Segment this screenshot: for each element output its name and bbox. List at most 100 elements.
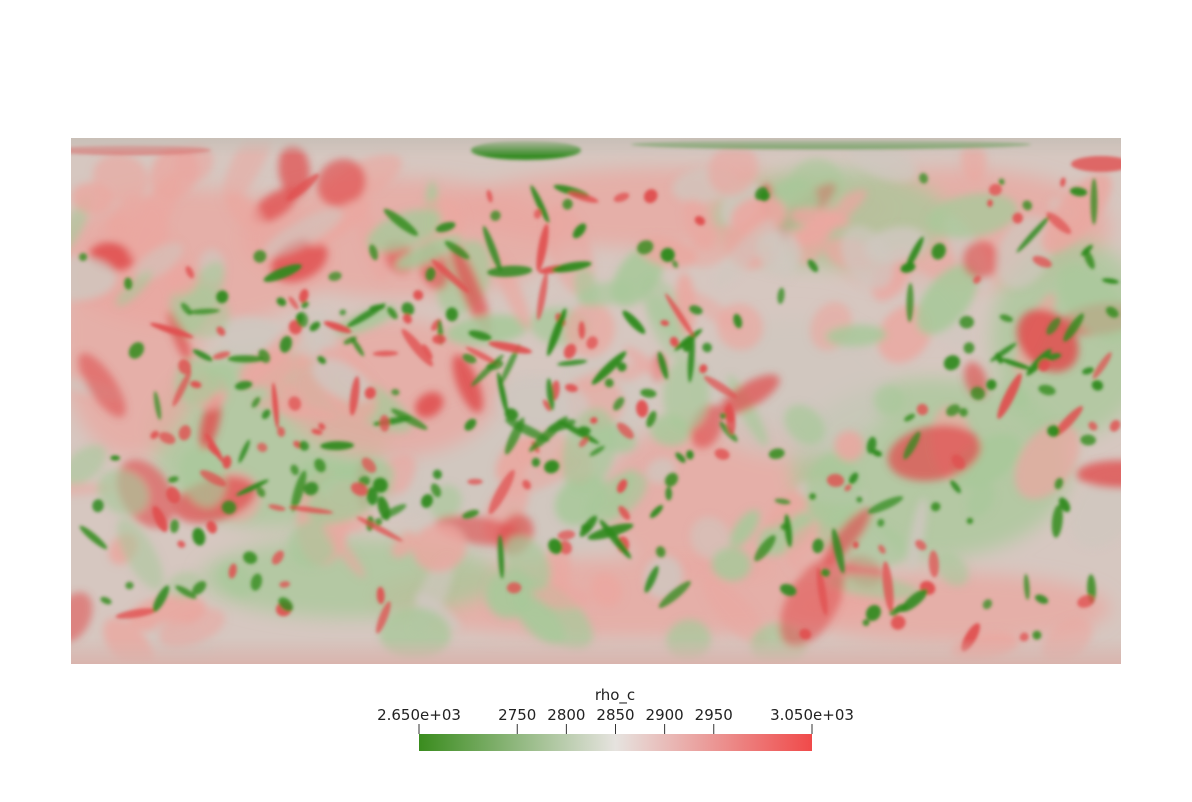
map-feature xyxy=(640,388,657,398)
map-feature xyxy=(856,496,863,503)
map-feature xyxy=(471,354,504,387)
map-feature xyxy=(643,189,658,204)
map-feature xyxy=(1091,380,1104,391)
map-feature xyxy=(809,493,816,500)
map-feature xyxy=(831,528,845,574)
map-patch xyxy=(495,435,538,483)
map-patch xyxy=(106,215,128,240)
map-feature xyxy=(1088,421,1098,431)
map-feature xyxy=(699,364,708,374)
map-region xyxy=(691,318,891,458)
colorbar-ticks: 2.650e+03 2750 2800 2850 2900 2950 3.050e+03 xyxy=(377,706,854,734)
map-feature xyxy=(559,540,572,555)
map-patch xyxy=(252,187,298,223)
map-feature xyxy=(286,173,320,202)
map-feature xyxy=(467,478,483,485)
map-feature xyxy=(522,479,531,490)
map-feature xyxy=(882,561,894,612)
map-feature xyxy=(970,386,985,400)
map-feature xyxy=(314,458,326,473)
map-patch xyxy=(962,240,1000,279)
map-patch xyxy=(623,346,668,381)
map-feature xyxy=(1022,200,1033,211)
map-feature xyxy=(604,378,614,388)
map-feature xyxy=(168,476,179,483)
map-patch xyxy=(71,182,113,214)
map-feature xyxy=(982,599,993,610)
map-feature xyxy=(277,426,286,437)
map-feature xyxy=(1012,212,1023,224)
map-patch xyxy=(322,523,366,578)
map-patch xyxy=(690,516,731,559)
map-feature xyxy=(694,215,706,226)
colorbar-tick-label: 3.050e+03 xyxy=(770,706,854,724)
map-feature xyxy=(431,259,470,293)
map-feature xyxy=(1082,367,1094,375)
map-feature xyxy=(222,455,232,469)
map-feature xyxy=(562,198,573,210)
map-feature xyxy=(278,597,294,612)
map-feature xyxy=(1077,595,1095,608)
map-patch xyxy=(317,159,366,207)
map-feature xyxy=(279,581,291,588)
map-feature xyxy=(288,506,334,514)
map-patch xyxy=(150,145,199,201)
map-feature xyxy=(238,439,250,464)
map-patch xyxy=(496,378,589,428)
map-feature xyxy=(401,329,433,367)
map-feature xyxy=(950,480,961,494)
map-feature xyxy=(430,483,442,498)
map-feature xyxy=(290,464,299,476)
map-feature xyxy=(178,359,191,375)
map-feature xyxy=(379,414,390,432)
map-patch xyxy=(450,242,492,335)
map-feature xyxy=(587,523,634,540)
map-feature xyxy=(915,539,927,551)
map-feature xyxy=(871,449,883,457)
map-feature xyxy=(807,259,819,273)
map-feature xyxy=(100,596,112,605)
map-feature xyxy=(1090,178,1098,225)
map-feature xyxy=(589,445,605,457)
map-patch xyxy=(263,208,344,258)
map-bottom-band xyxy=(71,638,1121,664)
map-feature xyxy=(366,487,378,505)
map-patch xyxy=(577,281,634,307)
colorbar-tick-label: 2800 xyxy=(547,706,585,724)
map-feature xyxy=(364,386,376,400)
map-feature xyxy=(530,185,550,223)
map-patch xyxy=(935,551,969,587)
map-feature xyxy=(317,356,326,364)
map-feature xyxy=(928,550,939,578)
map-feature xyxy=(228,563,237,579)
map-patch xyxy=(686,225,738,268)
map-patch xyxy=(779,557,845,648)
map-feature xyxy=(435,221,456,233)
map-feature xyxy=(636,400,649,418)
map-feature xyxy=(115,608,157,619)
map-patch xyxy=(951,433,1021,489)
map-feature xyxy=(199,470,227,487)
map-feature xyxy=(190,380,202,389)
map-feature xyxy=(391,408,428,430)
map-feature xyxy=(192,349,213,362)
map-feature xyxy=(919,172,929,184)
map-feature xyxy=(488,341,532,354)
map-patch xyxy=(226,194,265,232)
map-feature xyxy=(986,379,997,391)
map-patch xyxy=(967,482,995,517)
map-feature xyxy=(617,362,627,372)
map-feature xyxy=(664,472,679,487)
map-patch xyxy=(412,523,467,572)
map-feature xyxy=(351,337,365,357)
map-feature xyxy=(959,407,968,417)
map-feature xyxy=(376,601,391,634)
map-feature xyxy=(369,244,379,261)
map-feature xyxy=(1060,177,1066,187)
map-feature xyxy=(376,586,385,605)
map-patch xyxy=(333,305,398,336)
map-feature xyxy=(674,328,703,351)
map-feature xyxy=(617,479,628,493)
map-patch xyxy=(306,459,394,525)
map-feature xyxy=(257,442,268,453)
